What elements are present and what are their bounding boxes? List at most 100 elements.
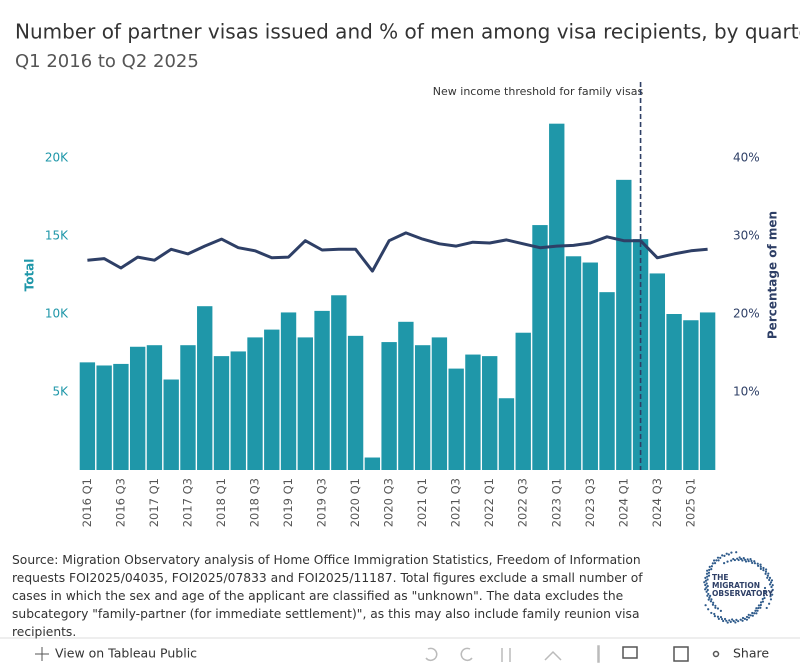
logo-dot bbox=[704, 579, 708, 582]
logo-dot bbox=[719, 615, 723, 619]
logo-dot bbox=[716, 556, 720, 559]
logo-dot bbox=[771, 588, 774, 592]
x-tick-label: 2016 Q1 bbox=[80, 478, 94, 527]
logo-dot bbox=[706, 588, 709, 592]
bar bbox=[431, 337, 448, 470]
bar bbox=[180, 345, 196, 470]
logo-dot bbox=[705, 586, 708, 589]
redo[interactable] bbox=[460, 647, 473, 662]
revert[interactable] bbox=[501, 648, 511, 662]
bar bbox=[549, 123, 565, 471]
logo-dot bbox=[744, 560, 748, 563]
logo-dot bbox=[759, 563, 762, 566]
logo-dot bbox=[709, 600, 713, 603]
bar bbox=[197, 306, 213, 470]
share[interactable]: Share bbox=[733, 646, 769, 661]
source-note: Source: Migration Observatory analysis o… bbox=[12, 553, 643, 639]
bar bbox=[515, 332, 531, 470]
y2-tick-label: 40% bbox=[733, 151, 760, 165]
logo-dot bbox=[706, 569, 709, 572]
logo-dot bbox=[717, 559, 720, 562]
logo-dot bbox=[756, 564, 760, 567]
logo-dot bbox=[704, 576, 707, 579]
logo-dot bbox=[750, 559, 753, 563]
logo-dot bbox=[764, 570, 768, 573]
logo-dot bbox=[762, 566, 765, 570]
bar bbox=[582, 262, 598, 470]
logo-dot bbox=[751, 611, 754, 615]
logo-dot bbox=[706, 584, 709, 588]
logo-dot bbox=[739, 618, 742, 621]
bar bbox=[129, 346, 146, 470]
logo-dot bbox=[745, 615, 749, 619]
bar bbox=[699, 312, 716, 470]
logo-dot bbox=[749, 614, 752, 617]
logo-dot bbox=[738, 556, 741, 559]
annotation: New income threshold for family visas bbox=[433, 85, 644, 98]
logo-dot bbox=[740, 557, 743, 561]
logo-dot bbox=[757, 606, 760, 610]
logo-dot bbox=[745, 618, 749, 621]
bar bbox=[565, 256, 582, 470]
logo-dot bbox=[723, 554, 726, 557]
chart-title: Number of partner visas issued and % of … bbox=[15, 20, 800, 44]
logo-dot bbox=[727, 553, 730, 556]
logo-dot bbox=[710, 568, 713, 571]
logo-dot bbox=[708, 596, 711, 599]
x-tick-label: 2016 Q3 bbox=[113, 478, 127, 527]
logo-dot bbox=[712, 559, 716, 562]
logo-dot bbox=[771, 583, 774, 587]
bar bbox=[264, 329, 280, 470]
logo-dot bbox=[708, 568, 711, 571]
pause[interactable] bbox=[544, 650, 562, 661]
x-tick-label: 2021 Q3 bbox=[449, 478, 463, 527]
logo-dot bbox=[707, 574, 711, 577]
bar bbox=[213, 356, 230, 470]
logo-dot bbox=[731, 618, 734, 621]
logo-dot bbox=[751, 561, 754, 565]
toolbar-icons bbox=[425, 645, 600, 663]
logo-dot bbox=[757, 604, 761, 607]
logo-dot bbox=[726, 560, 729, 563]
x-tick-label: 2020 Q1 bbox=[348, 478, 362, 527]
logo-dot bbox=[735, 618, 738, 621]
tableau-icon[interactable] bbox=[35, 647, 49, 661]
logo-dot bbox=[747, 560, 750, 563]
logo-dot bbox=[711, 603, 715, 606]
undo[interactable] bbox=[425, 647, 438, 662]
logo-dot bbox=[762, 594, 766, 597]
logo-dot bbox=[741, 619, 744, 622]
line bbox=[87, 231, 708, 273]
bar bbox=[163, 379, 179, 470]
logo-dot bbox=[721, 554, 724, 557]
logo-dot bbox=[761, 600, 765, 603]
logo-dot bbox=[707, 571, 711, 574]
logo-dot bbox=[755, 607, 758, 610]
y2-tick-label: 10% bbox=[733, 385, 760, 399]
download[interactable] bbox=[622, 646, 638, 659]
logo-dot bbox=[734, 621, 737, 624]
bar bbox=[96, 365, 112, 470]
logo-dot bbox=[723, 562, 726, 565]
bar bbox=[331, 295, 347, 470]
logo-dot bbox=[742, 557, 745, 560]
x-tick-label: 2023 Q3 bbox=[583, 478, 597, 527]
y2-tick-label: 30% bbox=[733, 229, 760, 243]
x-tick-label: 2024 Q1 bbox=[616, 478, 630, 527]
logo-dot bbox=[754, 609, 757, 612]
view-on-tableau[interactable]: View on Tableau Public bbox=[55, 646, 197, 661]
logo-text: OBSERVATORY bbox=[712, 589, 774, 598]
bar bbox=[230, 351, 246, 470]
bar bbox=[146, 345, 163, 470]
logo-dot bbox=[769, 581, 773, 584]
logo-dot bbox=[725, 619, 728, 622]
logo-dot bbox=[710, 611, 713, 615]
logo-dot bbox=[763, 586, 767, 590]
logo-text: MIGRATION bbox=[712, 581, 760, 590]
x-tick-label: 2017 Q1 bbox=[147, 478, 161, 527]
logo-dot bbox=[706, 575, 709, 578]
fullscreen[interactable] bbox=[673, 646, 689, 662]
logo-dot bbox=[762, 569, 765, 572]
share-icon[interactable] bbox=[712, 650, 720, 658]
